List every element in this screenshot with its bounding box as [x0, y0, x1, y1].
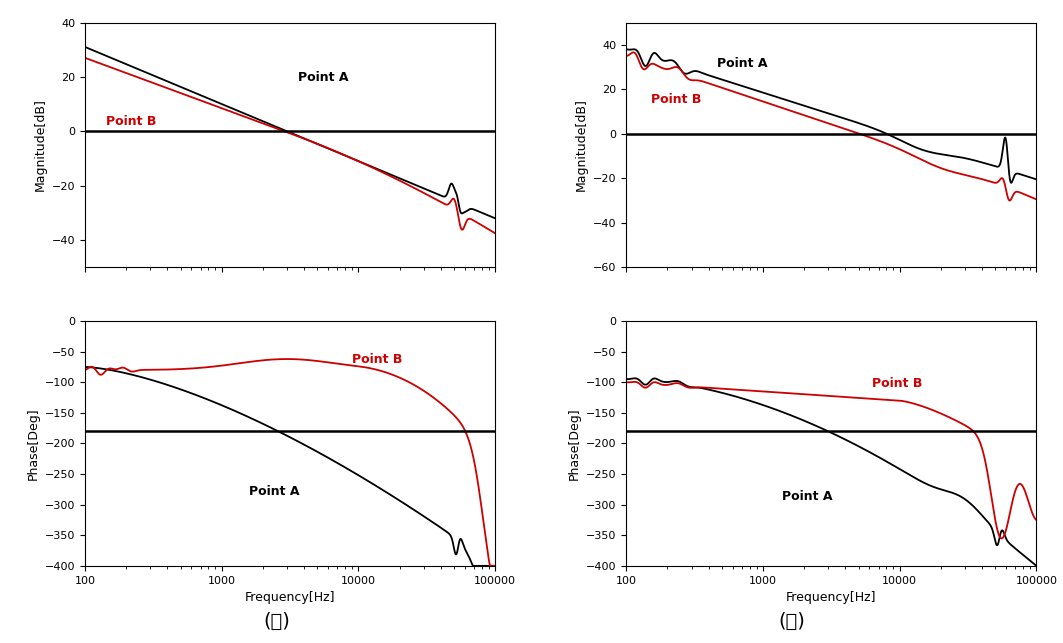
Y-axis label: Phase[Deg]: Phase[Deg] — [27, 407, 39, 480]
Text: Point B: Point B — [651, 93, 702, 106]
Text: Point A: Point A — [716, 57, 767, 69]
X-axis label: Frequency[Hz]: Frequency[Hz] — [244, 591, 335, 604]
Text: Point B: Point B — [352, 353, 402, 366]
Y-axis label: Phase[Deg]: Phase[Deg] — [568, 407, 580, 480]
Text: Point B: Point B — [105, 115, 156, 129]
Y-axis label: Magnitude[dB]: Magnitude[dB] — [33, 98, 47, 192]
Text: Point B: Point B — [873, 377, 923, 390]
Text: (나): (나) — [778, 612, 806, 631]
Text: Point A: Point A — [782, 490, 832, 503]
Y-axis label: Magnitude[dB]: Magnitude[dB] — [575, 98, 588, 192]
X-axis label: Frequency[Hz]: Frequency[Hz] — [787, 591, 877, 604]
Text: Point A: Point A — [249, 485, 300, 498]
Text: Point A: Point A — [299, 71, 349, 84]
Text: (가): (가) — [263, 612, 290, 631]
